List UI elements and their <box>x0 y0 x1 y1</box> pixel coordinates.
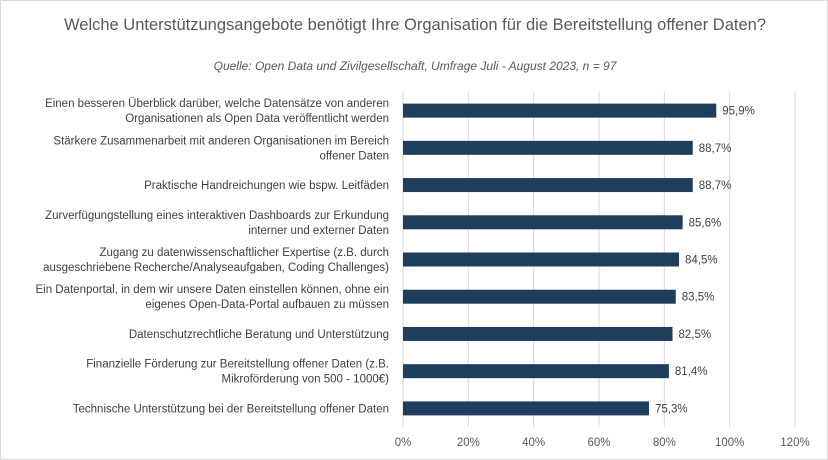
category-label: Praktische Handreichungen wie bspw. Leit… <box>144 180 389 192</box>
category-label: Stärkere Zusammenarbeit mit anderen Orga… <box>53 135 389 162</box>
value-label: 84,5% <box>685 255 718 267</box>
x-axis-tick-labels: 0% 20% 40% 60% 80% 100% 120% <box>395 437 810 449</box>
category-label: Ein Datenportal, in dem wir unsere Daten… <box>35 284 389 311</box>
value-label: 88,7% <box>699 180 732 192</box>
value-label: 88,7% <box>699 143 732 155</box>
category-labels: Einen besseren Überblick darüber, welche… <box>35 98 389 415</box>
value-labels: 95,9% 88,7% 88,7% 85,6% 84,5% 83,5% 82,5% 81,4%… <box>655 106 755 416</box>
chart-title: Welche Unterstützungsangebote benötigt I… <box>64 16 766 34</box>
category-label: Zugang zu datenwissenschaftlicher Expert… <box>43 247 389 274</box>
x-tick-label: 60% <box>587 437 610 449</box>
value-label: 82,5% <box>679 329 712 341</box>
bars <box>403 103 717 416</box>
category-label: Datenschutzrechtliche Beratung und Unter… <box>129 329 389 341</box>
x-tick-label: 40% <box>522 437 545 449</box>
value-label: 85,6% <box>689 217 722 229</box>
bar <box>403 289 676 304</box>
bar <box>403 215 683 230</box>
x-tick-label: 20% <box>457 437 480 449</box>
category-label: Einen besseren Überblick darüber, welche… <box>45 98 389 125</box>
value-label: 95,9% <box>722 106 755 118</box>
value-label: 75,3% <box>655 403 688 415</box>
value-label: 83,5% <box>682 292 715 304</box>
bar <box>403 326 673 341</box>
bar <box>403 178 693 193</box>
x-tick-label: 120% <box>780 437 809 449</box>
x-tick-label: 80% <box>653 437 676 449</box>
bar <box>403 140 693 155</box>
bar <box>403 103 717 118</box>
x-tick-label: 100% <box>715 437 744 449</box>
bar <box>403 401 649 416</box>
x-tick-label: 0% <box>395 437 412 449</box>
category-label: Finanzielle Förderung zur Bereitstellung… <box>86 359 389 386</box>
chart-subtitle: Quelle: Open Data und Zivilgesellschaft,… <box>213 59 617 73</box>
category-label: Zurverfügungstellung eines interaktiven … <box>45 210 389 237</box>
category-label: Technische Unterstützung bei der Bereits… <box>73 403 389 415</box>
value-label: 81,4% <box>675 366 708 378</box>
bar <box>403 252 680 267</box>
bar <box>403 364 669 379</box>
